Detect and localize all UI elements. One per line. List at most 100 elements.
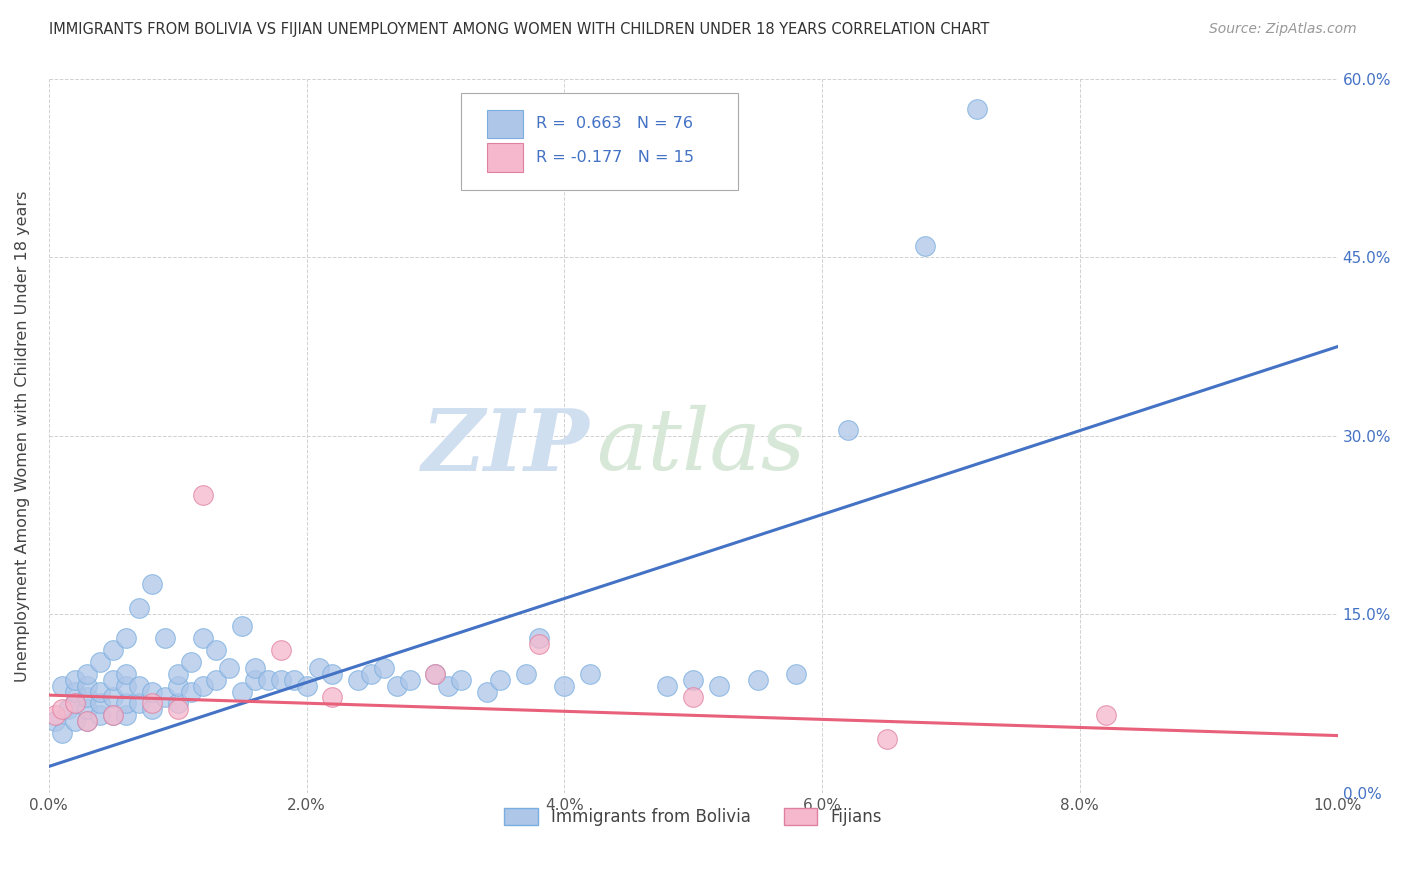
Point	[243, 673, 266, 687]
Point	[76, 714, 98, 729]
Point	[76, 702, 98, 716]
Point	[115, 708, 138, 723]
Point	[437, 679, 460, 693]
Point	[707, 679, 730, 693]
Point	[76, 679, 98, 693]
Point	[115, 631, 138, 645]
Point	[141, 702, 163, 716]
Point	[193, 488, 215, 502]
Point	[1094, 708, 1116, 723]
Point	[450, 673, 472, 687]
Point	[141, 577, 163, 591]
Point	[257, 673, 280, 687]
Point	[89, 684, 111, 698]
Point	[218, 661, 240, 675]
Point	[166, 679, 188, 693]
Point	[63, 673, 86, 687]
Text: IMMIGRANTS FROM BOLIVIA VS FIJIAN UNEMPLOYMENT AMONG WOMEN WITH CHILDREN UNDER 1: IMMIGRANTS FROM BOLIVIA VS FIJIAN UNEMPL…	[49, 22, 990, 37]
Point	[579, 666, 602, 681]
Point	[166, 666, 188, 681]
Point	[128, 601, 150, 615]
Point	[89, 708, 111, 723]
Text: R =  0.663   N = 76: R = 0.663 N = 76	[536, 117, 693, 131]
FancyBboxPatch shape	[486, 110, 523, 138]
Point	[270, 673, 292, 687]
Point	[527, 631, 550, 645]
Point	[425, 666, 447, 681]
Point	[321, 666, 343, 681]
Point	[51, 726, 73, 740]
Text: atlas: atlas	[596, 405, 806, 488]
Text: ZIP: ZIP	[422, 405, 591, 488]
Point	[180, 684, 202, 698]
Point	[243, 661, 266, 675]
Point	[76, 666, 98, 681]
Point	[347, 673, 370, 687]
Point	[44, 714, 66, 729]
Point	[657, 679, 679, 693]
Point	[63, 714, 86, 729]
Point	[128, 679, 150, 693]
Point	[360, 666, 382, 681]
Point	[682, 673, 704, 687]
Point	[166, 702, 188, 716]
Point	[51, 679, 73, 693]
Point	[51, 702, 73, 716]
Point	[44, 708, 66, 723]
Point	[385, 679, 408, 693]
Point	[76, 690, 98, 705]
Point	[141, 684, 163, 698]
Point	[270, 643, 292, 657]
Point	[193, 679, 215, 693]
Point	[398, 673, 420, 687]
Text: Source: ZipAtlas.com: Source: ZipAtlas.com	[1209, 22, 1357, 37]
Point	[321, 690, 343, 705]
Point	[103, 673, 125, 687]
FancyBboxPatch shape	[486, 144, 523, 172]
Point	[425, 666, 447, 681]
FancyBboxPatch shape	[461, 94, 738, 190]
Point	[682, 690, 704, 705]
Point	[283, 673, 305, 687]
Point	[63, 697, 86, 711]
Point	[141, 697, 163, 711]
Point	[115, 679, 138, 693]
Point	[489, 673, 512, 687]
Legend: Immigrants from Bolivia, Fijians: Immigrants from Bolivia, Fijians	[496, 799, 890, 834]
Point	[515, 666, 537, 681]
Point	[76, 714, 98, 729]
Point	[153, 631, 176, 645]
Point	[180, 655, 202, 669]
Point	[231, 619, 253, 633]
Point	[103, 643, 125, 657]
Point	[103, 708, 125, 723]
Point	[308, 661, 330, 675]
Point	[295, 679, 318, 693]
Point	[153, 690, 176, 705]
Point	[166, 697, 188, 711]
Point	[553, 679, 575, 693]
Point	[103, 690, 125, 705]
Point	[205, 673, 228, 687]
Text: R = -0.177   N = 15: R = -0.177 N = 15	[536, 150, 695, 165]
Point	[785, 666, 807, 681]
Y-axis label: Unemployment Among Women with Children Under 18 years: Unemployment Among Women with Children U…	[15, 190, 30, 681]
Point	[837, 423, 859, 437]
Point	[475, 684, 498, 698]
Point	[966, 102, 988, 116]
Point	[205, 643, 228, 657]
Point	[56, 702, 79, 716]
Point	[914, 238, 936, 252]
Point	[128, 697, 150, 711]
Point	[115, 666, 138, 681]
Point	[527, 637, 550, 651]
Point	[747, 673, 769, 687]
Point	[115, 697, 138, 711]
Point	[103, 708, 125, 723]
Point	[193, 631, 215, 645]
Point	[89, 655, 111, 669]
Point	[63, 684, 86, 698]
Point	[373, 661, 395, 675]
Point	[231, 684, 253, 698]
Point	[876, 732, 898, 747]
